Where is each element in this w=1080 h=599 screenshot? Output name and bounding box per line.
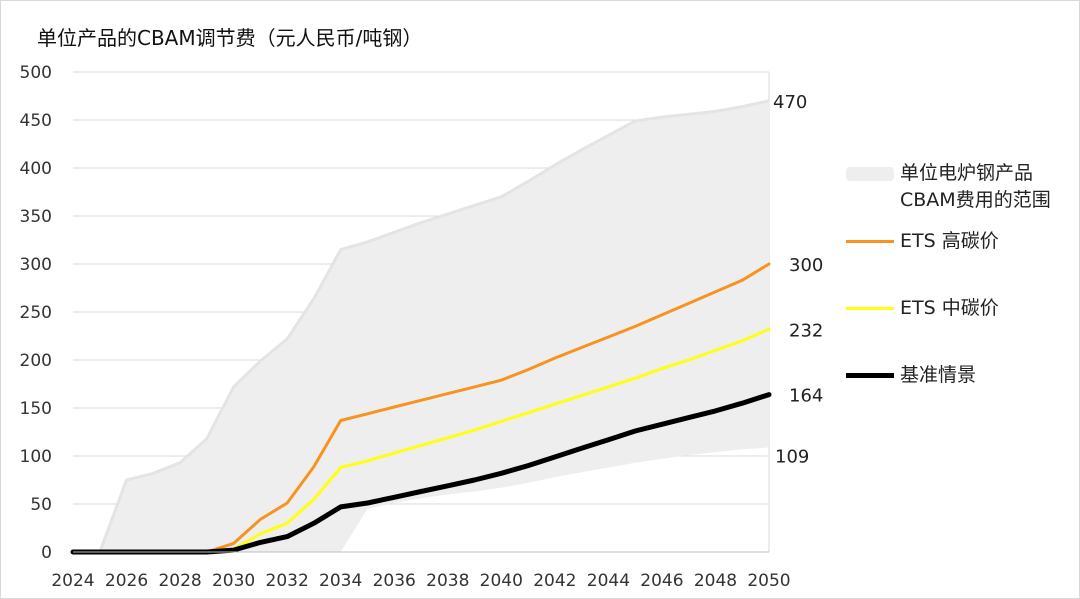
y-tick-label: 350	[20, 207, 52, 227]
y-tick-label: 400	[20, 159, 52, 179]
y-tick-label: 150	[20, 399, 52, 419]
range-band-area	[73, 100, 769, 553]
end-value-label: 109	[775, 446, 809, 467]
y-tick-label: 500	[20, 63, 52, 83]
legend-label-high: ETS 高碳价	[900, 230, 999, 252]
y-tick-label: 250	[20, 303, 52, 323]
y-tick-label: 0	[41, 543, 52, 563]
legend-swatch-mid	[846, 307, 894, 310]
x-tick-label: 2048	[694, 571, 737, 591]
legend-item-base: 基准情景	[846, 362, 976, 389]
y-tick-label: 50	[30, 495, 52, 515]
y-tick-label: 300	[20, 255, 52, 275]
legend-label-mid: ETS 中碳价	[900, 297, 999, 319]
legend-label-band: 单位电炉钢产品 CBAM费用的范围	[900, 160, 1051, 214]
end-value-label: 470	[773, 92, 807, 113]
y-tick-label: 200	[20, 351, 52, 371]
legend-label-base: 基准情景	[900, 364, 977, 386]
legend-swatch-base	[846, 373, 894, 378]
x-tick-label: 2040	[480, 571, 523, 591]
end-value-label: 164	[789, 386, 823, 407]
x-tick-label: 2050	[747, 571, 790, 591]
legend-item-band: 单位电炉钢产品 CBAM费用的范围	[846, 160, 1051, 214]
x-tick-label: 2046	[640, 571, 683, 591]
chart-title: 单位产品的CBAM调节费（元人民币/吨钢）	[37, 26, 423, 50]
x-tick-label: 2030	[212, 571, 255, 591]
legend-swatch-high	[846, 240, 894, 243]
x-tick-label: 2026	[105, 571, 148, 591]
x-tick-label: 2024	[51, 571, 94, 591]
x-tick-label: 2036	[373, 571, 416, 591]
range-band-upper-edge	[73, 99, 770, 554]
legend-label-band-line1: 单位电炉钢产品	[900, 162, 1034, 184]
x-tick-label: 2032	[266, 571, 309, 591]
legend-item-mid: ETS 中碳价	[846, 295, 999, 322]
y-tick-label: 450	[20, 111, 52, 131]
legend-label-band-line2: CBAM费用的范围	[900, 189, 1051, 211]
end-value-label: 232	[789, 320, 823, 341]
y-tick-label: 100	[20, 447, 52, 467]
legend-swatch-band	[846, 167, 894, 181]
x-tick-label: 2028	[158, 571, 201, 591]
x-tick-label: 2044	[587, 571, 630, 591]
x-tick-label: 2034	[319, 571, 362, 591]
x-tick-label: 2038	[426, 571, 469, 591]
end-value-label: 300	[789, 255, 823, 276]
legend-item-high: ETS 高碳价	[846, 228, 999, 255]
x-tick-label: 2042	[533, 571, 576, 591]
